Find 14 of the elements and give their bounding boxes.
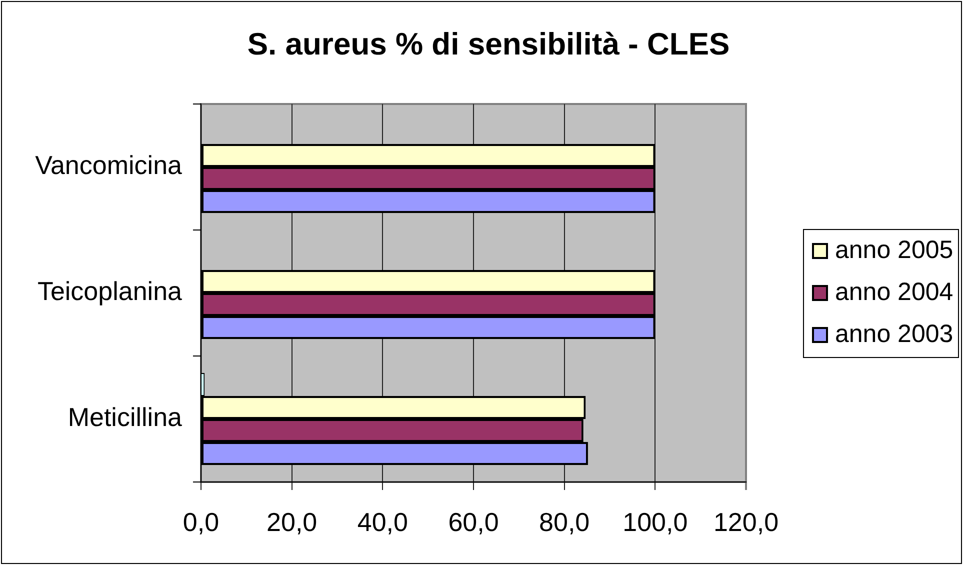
legend-label: anno 2004 (835, 278, 954, 306)
legend-label: anno 2005 (835, 236, 954, 264)
chart-title: S. aureus % di sensibilità - CLES (247, 26, 730, 62)
x-tick-label: 20,0 (266, 506, 318, 537)
y-tick-label: Meticillina (68, 402, 183, 432)
legend-label: anno 2003 (835, 320, 954, 348)
y-tick-label: Teicoplanina (37, 276, 183, 306)
x-tick-label: 120,0 (713, 506, 779, 537)
y-tick-label: Vancomicina (35, 150, 183, 180)
x-tick-label: 100,0 (622, 506, 688, 537)
x-tick-label: 80,0 (539, 506, 590, 537)
x-tick-label: 60,0 (448, 506, 499, 537)
x-tick-label: 0,0 (182, 506, 220, 537)
x-tick-label: 40,0 (357, 506, 408, 537)
